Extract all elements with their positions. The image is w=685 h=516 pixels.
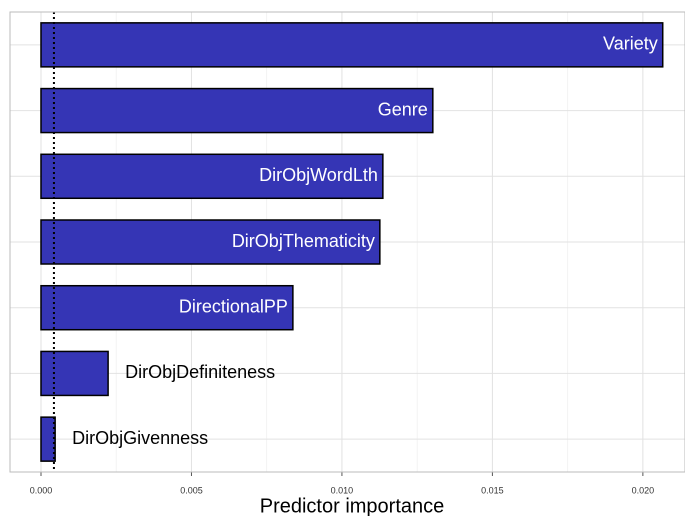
bar xyxy=(40,153,384,200)
x-axis-title: Predictor importance xyxy=(260,495,445,516)
bar xyxy=(40,219,381,265)
bar xyxy=(40,22,664,68)
x-tick-label: 0.015 xyxy=(481,485,504,495)
x-tick-label: 0.005 xyxy=(180,485,203,495)
bar-label: Genre xyxy=(378,99,428,119)
bar-label: DirObjWordLth xyxy=(259,165,378,185)
x-tick-label: 0.010 xyxy=(331,485,354,495)
bar-label: DirectionalPP xyxy=(179,296,288,316)
plot-frame xyxy=(9,11,685,473)
bar xyxy=(40,416,56,462)
bar-label: DirObjThematicity xyxy=(232,231,375,251)
bar xyxy=(40,284,294,331)
bar-label: DirObjGivenness xyxy=(72,428,208,448)
bar xyxy=(40,350,109,397)
x-tick-label: 0.000 xyxy=(30,485,53,495)
bar-label: Variety xyxy=(603,34,658,54)
bar-label: DirObjDefiniteness xyxy=(125,362,275,382)
bar xyxy=(40,87,434,134)
x-tick-label: 0.020 xyxy=(632,485,655,495)
